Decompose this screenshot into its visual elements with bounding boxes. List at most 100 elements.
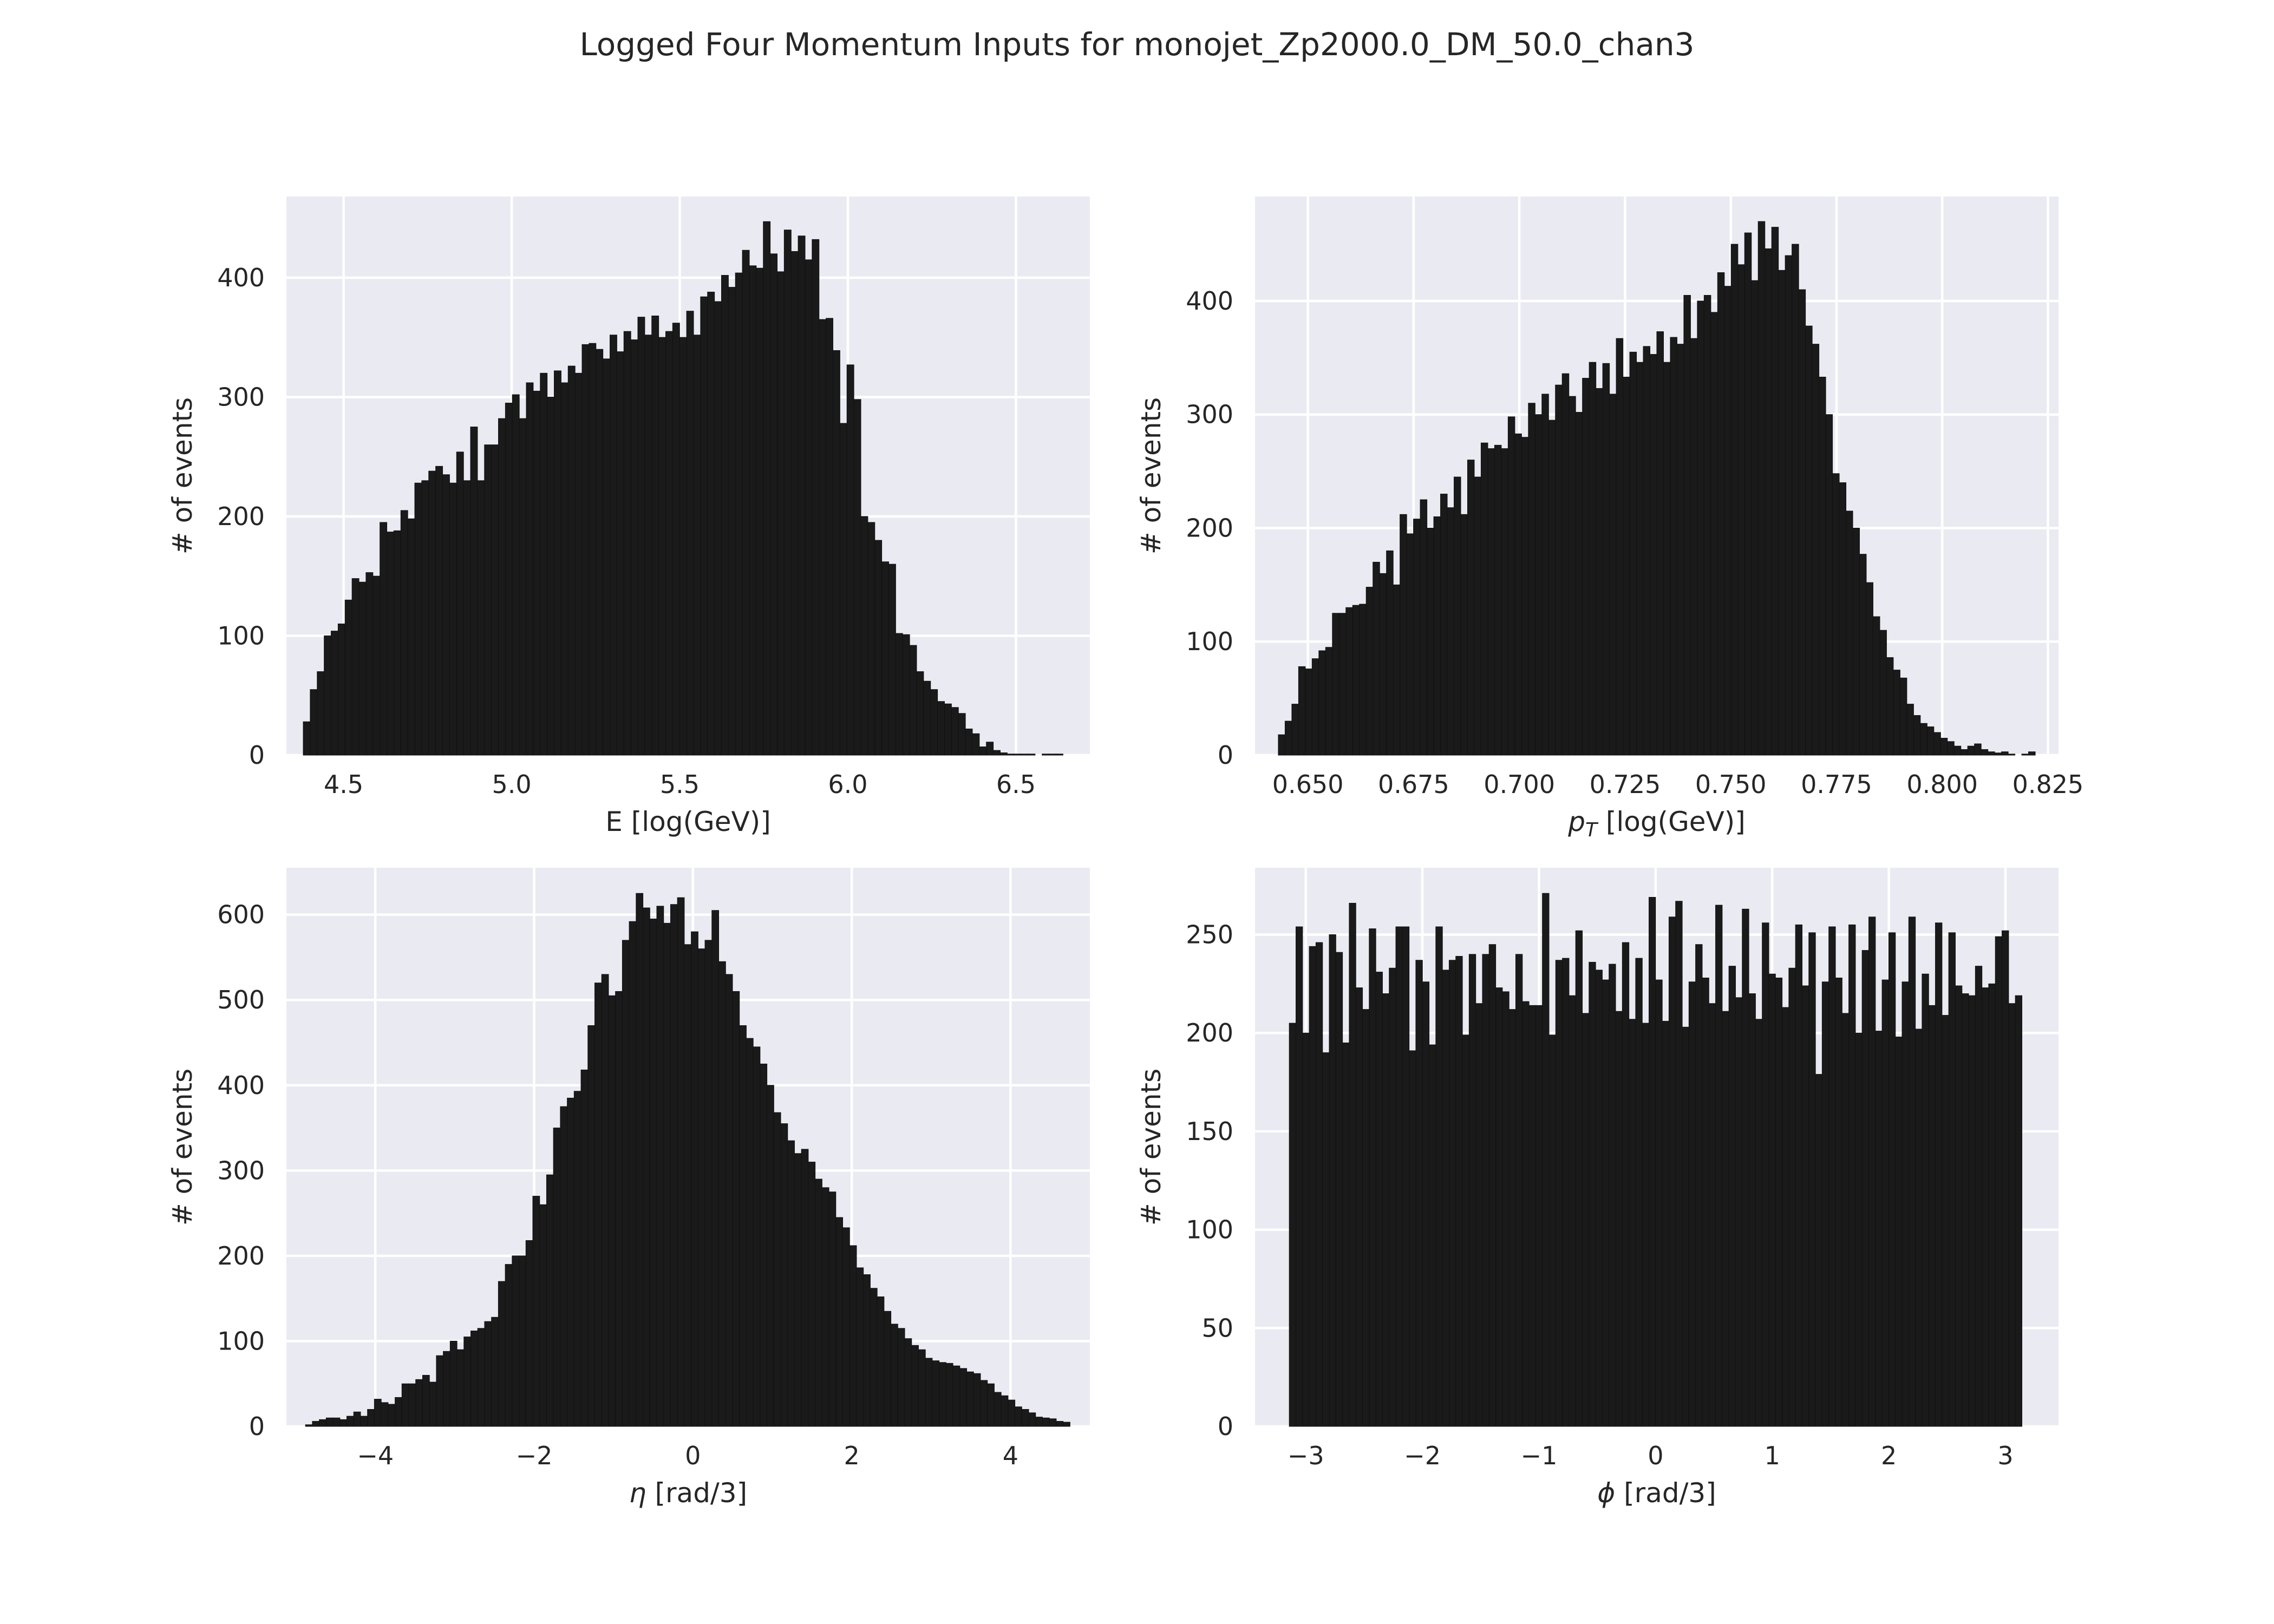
histogram-bar (1616, 338, 1624, 756)
histogram-bar (435, 466, 443, 756)
x-tick-label: 0.700 (1484, 770, 1555, 799)
histogram-bar (742, 250, 750, 756)
histogram-bar (421, 480, 429, 756)
histogram-bar (339, 1419, 348, 1427)
histogram-bar (1742, 908, 1749, 1427)
histogram-bar (1375, 972, 1383, 1427)
histogram-bar (1302, 1032, 1310, 1427)
histogram-bar (1655, 979, 1663, 1427)
histogram-bar (1467, 460, 1475, 756)
histogram-bar (1832, 473, 1840, 756)
histogram-bar (1643, 346, 1651, 756)
x-tick-label: 0.725 (1590, 770, 1661, 799)
histogram-bar (881, 561, 889, 756)
histogram-bar (589, 343, 597, 756)
histogram-bar (1915, 1029, 1923, 1427)
histogram-bar (1480, 442, 1488, 756)
histogram-bar (986, 742, 994, 756)
histogram-bar (1369, 928, 1376, 1427)
histogram-bar (325, 1417, 334, 1427)
histogram-bar (1683, 294, 1691, 756)
histogram-bar (519, 418, 527, 756)
histogram-bar (897, 1328, 905, 1427)
histogram-bar (367, 1409, 375, 1427)
histogram-bar (801, 1149, 809, 1427)
histogram-bar (1748, 993, 1756, 1427)
histogram-bar (707, 291, 715, 756)
histogram-bar (471, 1331, 478, 1427)
histogram-bar (1812, 344, 1820, 756)
histogram-bar (1379, 573, 1387, 756)
histogram-bar (401, 1383, 409, 1427)
histogram-bar (1967, 745, 1975, 756)
histogram-bar (498, 1281, 506, 1427)
histogram-bar (1695, 944, 1703, 1427)
histogram-bar (839, 423, 847, 756)
histogram-bar (539, 1204, 547, 1427)
histogram-bar (573, 1091, 581, 1427)
histogram-bar (1021, 754, 1029, 756)
histogram-bar (979, 746, 987, 756)
histogram-bar (679, 337, 687, 756)
histogram-bar (1427, 527, 1434, 756)
y-axis-label: # of events (1135, 1069, 1167, 1226)
histogram-bar (1395, 926, 1403, 1427)
histogram-bar (1888, 932, 1896, 1427)
histogram-bar (532, 1196, 540, 1427)
histogram-bar (1872, 616, 1880, 756)
histogram-bar (1649, 897, 1656, 1427)
histogram-bar (1755, 1019, 1763, 1427)
histogram-bar (651, 316, 659, 756)
histogram-bar (1555, 384, 1563, 756)
histogram-bar (1609, 964, 1616, 1427)
histogram-bar (596, 349, 604, 756)
histogram-bar (1318, 650, 1326, 756)
histogram-bar (1289, 1023, 1296, 1427)
histogram-bar (1922, 973, 1929, 1427)
histogram-bar (1859, 554, 1867, 756)
histogram-bar (739, 1025, 747, 1427)
histogram-bar (1879, 630, 1887, 756)
histogram-bar (1402, 926, 1410, 1427)
histogram-bar (787, 1140, 795, 1427)
histogram-bar (1305, 669, 1312, 756)
histogram-bar (1663, 362, 1671, 756)
y-tick-label: 0 (249, 1412, 265, 1441)
x-tick-label: −2 (516, 1441, 553, 1470)
histogram-bar (1866, 582, 1873, 756)
histogram-bar (429, 1381, 437, 1427)
histogram-bar (1063, 1422, 1070, 1427)
x-tick-label: 0.675 (1378, 770, 1449, 799)
histogram-bar (324, 635, 332, 756)
y-tick-label: 50 (1201, 1313, 1233, 1343)
histogram-bar (821, 1187, 829, 1427)
histogram-bar (891, 1324, 898, 1427)
histogram-bar (1623, 377, 1630, 756)
histogram-bar (1406, 533, 1414, 756)
histogram-bar (670, 904, 678, 1427)
histogram-bar (1675, 901, 1683, 1427)
histogram-bar (2028, 751, 2036, 756)
x-tick-label: 0.775 (1801, 770, 1872, 799)
histogram-bar (1798, 289, 1806, 756)
histogram-bar (815, 1178, 822, 1427)
histogram-bar (365, 572, 374, 756)
x-axis-label: pT [log(GeV)] (1567, 806, 1746, 841)
x-tick-label: 1 (1765, 1441, 1780, 1470)
histogram-bar (1975, 966, 1983, 1427)
histogram-bar (443, 1351, 450, 1427)
histogram-bar (1413, 519, 1421, 756)
histogram-bar (853, 399, 861, 756)
histogram-bar (547, 396, 555, 756)
histogram-bar (2002, 930, 2009, 1427)
y-tick-label: 0 (249, 741, 265, 770)
histogram-bar (353, 1411, 361, 1427)
histogram-bar (656, 906, 664, 1427)
histogram-bar (1948, 932, 1956, 1427)
histogram-bar (442, 474, 450, 756)
histogram-bar (1359, 604, 1367, 756)
histogram-bar (1861, 950, 1870, 1427)
histogram-bar (1841, 1013, 1850, 1427)
histogram-bar (993, 750, 1001, 756)
